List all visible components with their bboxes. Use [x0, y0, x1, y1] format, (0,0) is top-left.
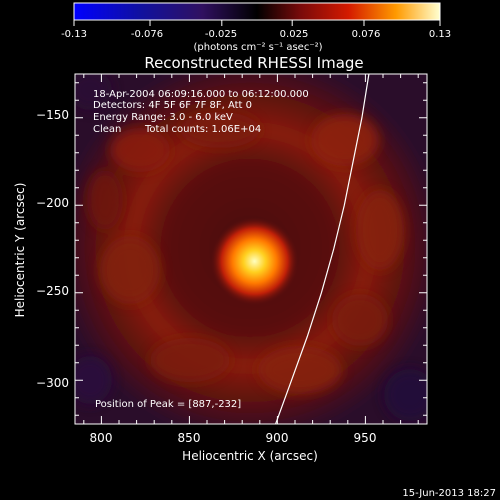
plot-frame: [74, 73, 428, 425]
axis-ticks: [75, 74, 427, 424]
solar-limb-curve: [275, 74, 370, 424]
colorbar-unit-label: (photons cm⁻² s⁻¹ asec⁻²): [193, 42, 322, 53]
colorbar-tick-label: -0.076: [131, 29, 163, 40]
colorbar-tick-label: 0.025: [280, 29, 309, 40]
peak-emission: [210, 217, 299, 306]
total-counts-annotation: Total counts: 1.06E+04: [144, 124, 261, 135]
energy-range-annotation: Energy Range: 3.0 - 6.0 keV: [93, 112, 233, 123]
x-tick-label: 800: [90, 431, 113, 445]
colorbar-tick-label: -0.13: [61, 29, 87, 40]
chart-title: Reconstructed RHESSI Image: [144, 54, 363, 72]
heatmap-image: [75, 74, 427, 424]
time-range-annotation: 18-Apr-2004 06:09:16.000 to 06:12:00.000: [93, 89, 309, 100]
algorithm-annotation: Clean: [93, 124, 121, 135]
x-tick-label: 850: [178, 431, 201, 445]
y-tick-label: −300: [36, 376, 69, 390]
colorbar-ticks: [73, 20, 441, 26]
detectors-annotation: Detectors: 4F 5F 6F 7F 8F, Att 0: [93, 100, 252, 111]
x-axis-label: Heliocentric X (arcsec): [182, 449, 318, 463]
colorbar: [73, 2, 441, 21]
y-tick-label: −150: [36, 108, 69, 122]
footer-date: 15-Jun-2013 18:27: [402, 488, 496, 499]
y-axis-label: Heliocentric Y (arcsec): [13, 183, 27, 318]
y-tick-label: −250: [36, 284, 69, 298]
colorbar-tick-label: -0.025: [205, 29, 237, 40]
peak-position-annotation: Position of Peak = [887,-232]: [95, 399, 241, 410]
colorbar-tick-label: 0.076: [352, 29, 381, 40]
x-tick-label: 950: [354, 431, 377, 445]
y-tick-label: −200: [36, 196, 69, 210]
x-tick-label: 900: [266, 431, 289, 445]
colorbar-tick-label: 0.13: [429, 29, 451, 40]
